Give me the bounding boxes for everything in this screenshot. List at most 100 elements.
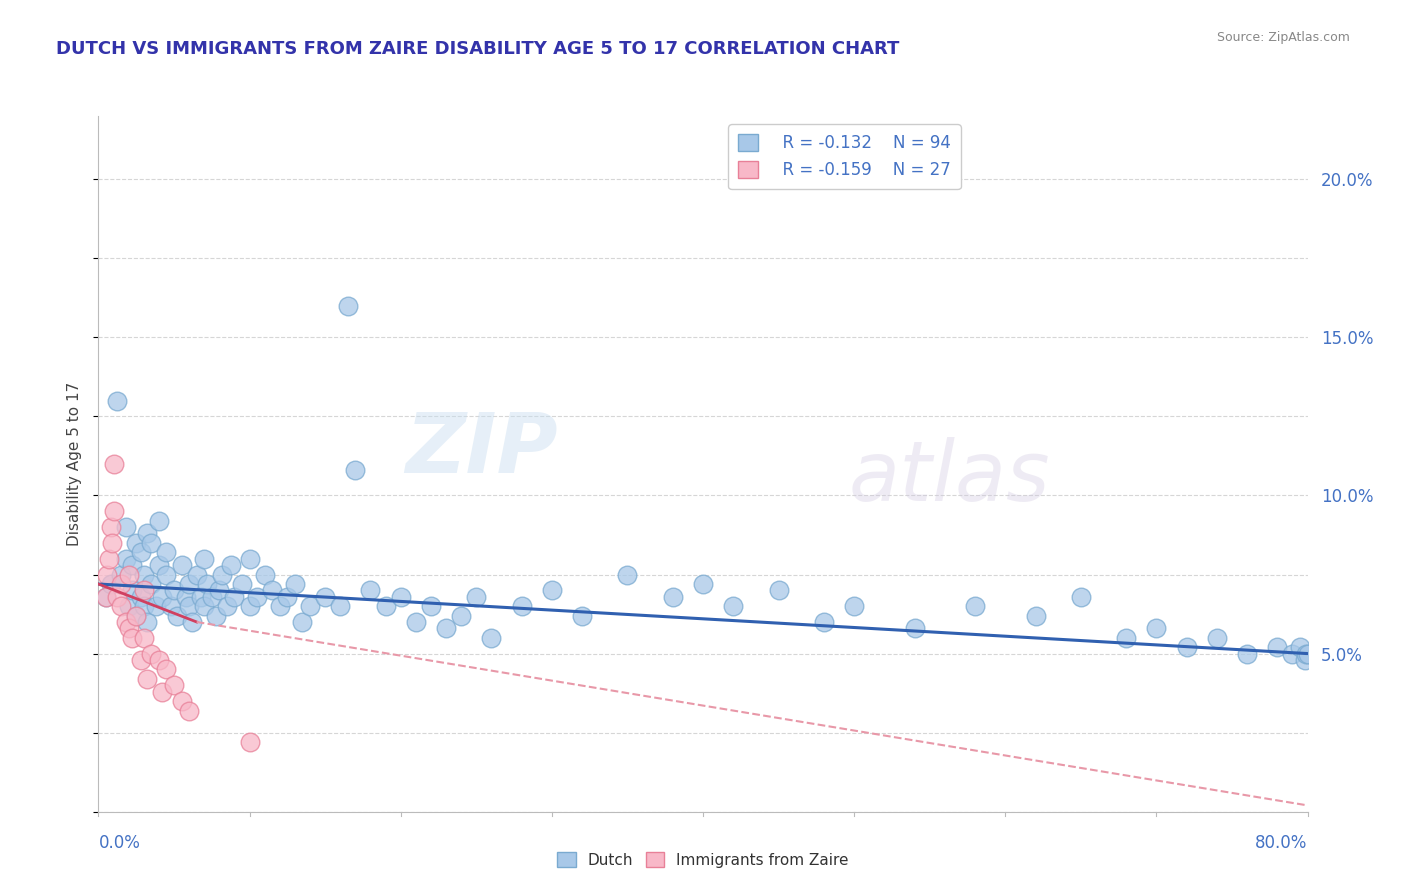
Point (135, 672, 157, 686)
Point (224, 590, 246, 604)
Point (163, 583, 186, 598)
Point (1070, 590, 1092, 604)
Point (141, 647, 163, 661)
Point (132, 599, 155, 614)
Point (571, 608, 593, 623)
Text: 80.0%: 80.0% (1256, 834, 1308, 852)
Point (215, 599, 238, 614)
Point (1296, 647, 1319, 661)
Point (662, 590, 685, 604)
Point (105, 393, 128, 408)
Point (135, 526, 157, 541)
Point (96, 567, 118, 582)
Point (145, 599, 167, 614)
Point (540, 583, 562, 598)
Point (129, 590, 152, 604)
Point (150, 684, 173, 698)
Point (1175, 640, 1198, 655)
Point (1144, 621, 1167, 635)
Point (103, 457, 125, 471)
Point (94, 590, 117, 604)
Point (262, 583, 284, 598)
Point (616, 567, 638, 582)
Point (181, 615, 204, 629)
Point (179, 599, 201, 614)
Point (239, 735, 262, 749)
Point (132, 567, 155, 582)
Point (374, 599, 396, 614)
Point (768, 583, 790, 598)
Point (150, 590, 173, 604)
Point (1115, 631, 1137, 645)
Text: atlas: atlas (848, 437, 1050, 518)
Point (103, 504, 125, 518)
Point (155, 567, 177, 582)
Point (160, 599, 183, 614)
Point (465, 590, 488, 604)
Point (239, 551, 262, 566)
Point (170, 694, 193, 708)
Point (155, 545, 177, 559)
Point (389, 590, 412, 604)
Point (98, 551, 121, 566)
Point (314, 590, 336, 604)
Point (1024, 608, 1046, 623)
Point (231, 577, 253, 591)
Point (114, 551, 136, 566)
Point (195, 577, 218, 591)
Point (692, 577, 714, 591)
Point (284, 577, 307, 591)
Point (135, 615, 157, 629)
Point (155, 662, 177, 676)
Point (1289, 640, 1312, 655)
Point (344, 463, 367, 477)
Point (94, 590, 117, 604)
Point (299, 599, 322, 614)
Point (114, 520, 136, 534)
Point (1295, 647, 1317, 661)
Point (904, 621, 927, 635)
Y-axis label: Disability Age 5 to 17: Disability Age 5 to 17 (67, 382, 83, 546)
Point (211, 567, 233, 582)
Point (329, 599, 352, 614)
Point (276, 590, 298, 604)
Point (269, 599, 291, 614)
Point (148, 653, 170, 667)
Point (114, 615, 136, 629)
Point (1267, 640, 1289, 655)
Text: 0.0%: 0.0% (98, 834, 141, 852)
Point (510, 599, 533, 614)
Point (420, 599, 443, 614)
Point (129, 653, 152, 667)
Point (360, 583, 382, 598)
Point (110, 599, 132, 614)
Point (1294, 653, 1316, 667)
Point (118, 621, 141, 635)
Point (110, 577, 132, 591)
Point (100, 577, 122, 591)
Point (481, 631, 503, 645)
Point (965, 599, 987, 614)
Point (1206, 631, 1229, 645)
Point (110, 567, 132, 582)
Point (132, 631, 155, 645)
Point (121, 631, 143, 645)
Point (179, 577, 201, 591)
Point (1236, 647, 1258, 661)
Point (100, 520, 122, 534)
Point (186, 567, 208, 582)
Text: Source: ZipAtlas.com: Source: ZipAtlas.com (1216, 31, 1350, 45)
Point (141, 577, 163, 591)
Point (163, 678, 186, 692)
Point (221, 558, 243, 572)
Legend: Dutch, Immigrants from Zaire: Dutch, Immigrants from Zaire (551, 846, 855, 873)
Text: DUTCH VS IMMIGRANTS FROM ZAIRE DISABILITY AGE 5 TO 17 CORRELATION CHART: DUTCH VS IMMIGRANTS FROM ZAIRE DISABILIT… (56, 40, 900, 58)
Point (253, 567, 276, 582)
Point (101, 536, 124, 550)
Point (246, 590, 269, 604)
Point (336, 299, 359, 313)
Point (723, 599, 745, 614)
Point (179, 704, 201, 718)
Point (121, 583, 143, 598)
Point (118, 599, 141, 614)
